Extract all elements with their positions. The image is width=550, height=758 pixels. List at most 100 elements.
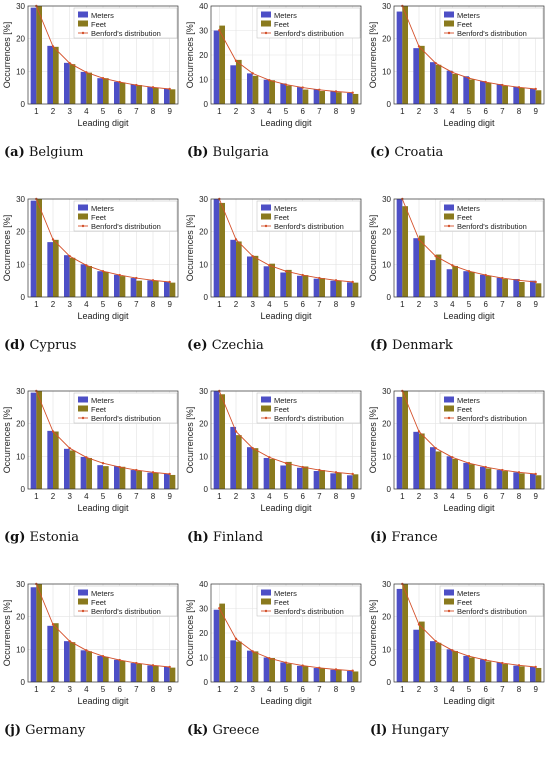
legend-feet-swatch xyxy=(78,405,88,412)
axes-frame xyxy=(210,198,362,298)
benford-point xyxy=(534,665,537,669)
y-tick-label: 30 xyxy=(199,605,208,614)
chart-grid: 0 10 20 30 1 2 3 4 5 6 7 8 9 Leading digit Occurrences… xyxy=(2,2,545,738)
x-tick-label: 1 xyxy=(400,107,405,116)
legend-benford-label: Benford's distribution xyxy=(91,222,161,231)
benford-point xyxy=(101,461,105,465)
y-tick-label: 0 xyxy=(204,678,209,687)
panel-label: (i) xyxy=(370,530,388,545)
bar-meters xyxy=(530,88,536,104)
legend-box xyxy=(439,200,544,232)
bar-meters xyxy=(280,272,286,297)
x-axis-label: Leading digit xyxy=(443,696,495,706)
chart-panel: 0 10 20 30 1 2 3 4 5 6 7 8 9 Leading digit Occurrences… xyxy=(183,385,366,565)
x-tick-label: 5 xyxy=(284,492,289,501)
bar-feet xyxy=(236,435,242,489)
bar-meters xyxy=(80,71,87,104)
bar-feet xyxy=(469,271,475,297)
bar-feet xyxy=(435,64,442,104)
bar-meters xyxy=(130,470,137,489)
benford-point xyxy=(451,649,454,652)
bar-feet xyxy=(336,280,342,297)
legend-benford-label: Benford's distribution xyxy=(457,29,527,38)
legend-meters-swatch xyxy=(261,396,271,403)
y-tick-label: 10 xyxy=(16,452,25,461)
benford-point xyxy=(151,471,155,474)
x-tick-label: 4 xyxy=(267,300,272,309)
y-tick-label: 0 xyxy=(21,293,26,302)
panel-caption: (l) Hungary xyxy=(370,723,449,738)
bar-meters xyxy=(230,640,236,682)
x-tick-label: 6 xyxy=(300,492,305,501)
panel-caption: (h) Finland xyxy=(187,530,263,545)
panel-title: Hungary xyxy=(387,723,450,738)
legend-benford-label: Benford's distribution xyxy=(457,607,527,616)
bar-feet xyxy=(153,280,159,297)
bar-meters xyxy=(396,588,403,682)
bar-meters xyxy=(430,641,436,682)
x-tick-label: 6 xyxy=(483,685,488,694)
benford-point xyxy=(501,468,504,472)
benford-point xyxy=(85,264,88,267)
bar-feet xyxy=(53,623,59,682)
chart-panel: 0 10 20 30 1 2 3 4 5 6 7 8 9 Leading digit Occurrences… xyxy=(0,578,183,758)
benford-point xyxy=(85,71,88,74)
benford-point xyxy=(284,83,288,86)
benford-point xyxy=(534,87,537,91)
benford-point xyxy=(301,273,304,277)
bar-meters xyxy=(480,466,486,489)
panel-label: (k) xyxy=(187,723,209,738)
bar-feet xyxy=(269,458,275,489)
panel-title: Czechia xyxy=(207,338,264,353)
x-tick-label: 5 xyxy=(101,300,106,309)
legend-feet-swatch xyxy=(444,213,454,220)
benford-point xyxy=(251,446,254,450)
bar-meters xyxy=(213,391,220,489)
bar-feet xyxy=(402,584,408,682)
bar-meters xyxy=(530,473,536,489)
x-tick-label: 7 xyxy=(317,300,322,309)
bar-feet xyxy=(519,473,525,489)
bar-meters xyxy=(47,430,53,489)
benford-point xyxy=(151,279,155,282)
y-tick-label: 20 xyxy=(199,629,208,638)
x-tick-label: 7 xyxy=(134,300,139,309)
panel-title: Bulgaria xyxy=(208,145,269,160)
y-tick-label: 20 xyxy=(382,35,391,44)
benford-point xyxy=(451,456,454,459)
y-axis-label: Occurrences [%] xyxy=(368,215,378,282)
bar-meters xyxy=(480,274,486,297)
legend-feet-label: Feet xyxy=(91,598,107,607)
x-tick-label: 2 xyxy=(51,107,56,116)
bar-feet xyxy=(269,263,275,297)
panel-title: Finland xyxy=(208,530,264,545)
axes-frame xyxy=(210,5,362,105)
bar-meters xyxy=(347,670,353,682)
legend-feet-label: Feet xyxy=(457,598,473,607)
bar-meters xyxy=(164,88,170,104)
legend-benford-label: Benford's distribution xyxy=(91,414,161,423)
benford-point xyxy=(434,446,437,450)
bar-feet xyxy=(53,431,59,489)
y-axis-label: Occurrences [%] xyxy=(185,215,195,282)
bar-feet xyxy=(103,466,109,489)
legend-feet-swatch xyxy=(444,405,454,412)
legend-feet-label: Feet xyxy=(274,20,290,29)
x-tick-label: 3 xyxy=(250,107,255,116)
x-tick-label: 3 xyxy=(67,300,72,309)
y-tick-label: 30 xyxy=(199,27,208,36)
panel-label: (j) xyxy=(4,723,22,738)
benford-point xyxy=(467,654,471,658)
bar-feet xyxy=(502,664,508,682)
x-tick-label: 7 xyxy=(500,300,505,309)
bar-feet xyxy=(36,6,42,104)
x-tick-label: 6 xyxy=(483,492,488,501)
axes-frame xyxy=(27,390,179,490)
legend-benford-marker xyxy=(264,609,268,613)
bar-meters xyxy=(463,271,469,297)
y-tick-label: 10 xyxy=(382,452,391,461)
legend-meters-swatch xyxy=(78,204,88,211)
